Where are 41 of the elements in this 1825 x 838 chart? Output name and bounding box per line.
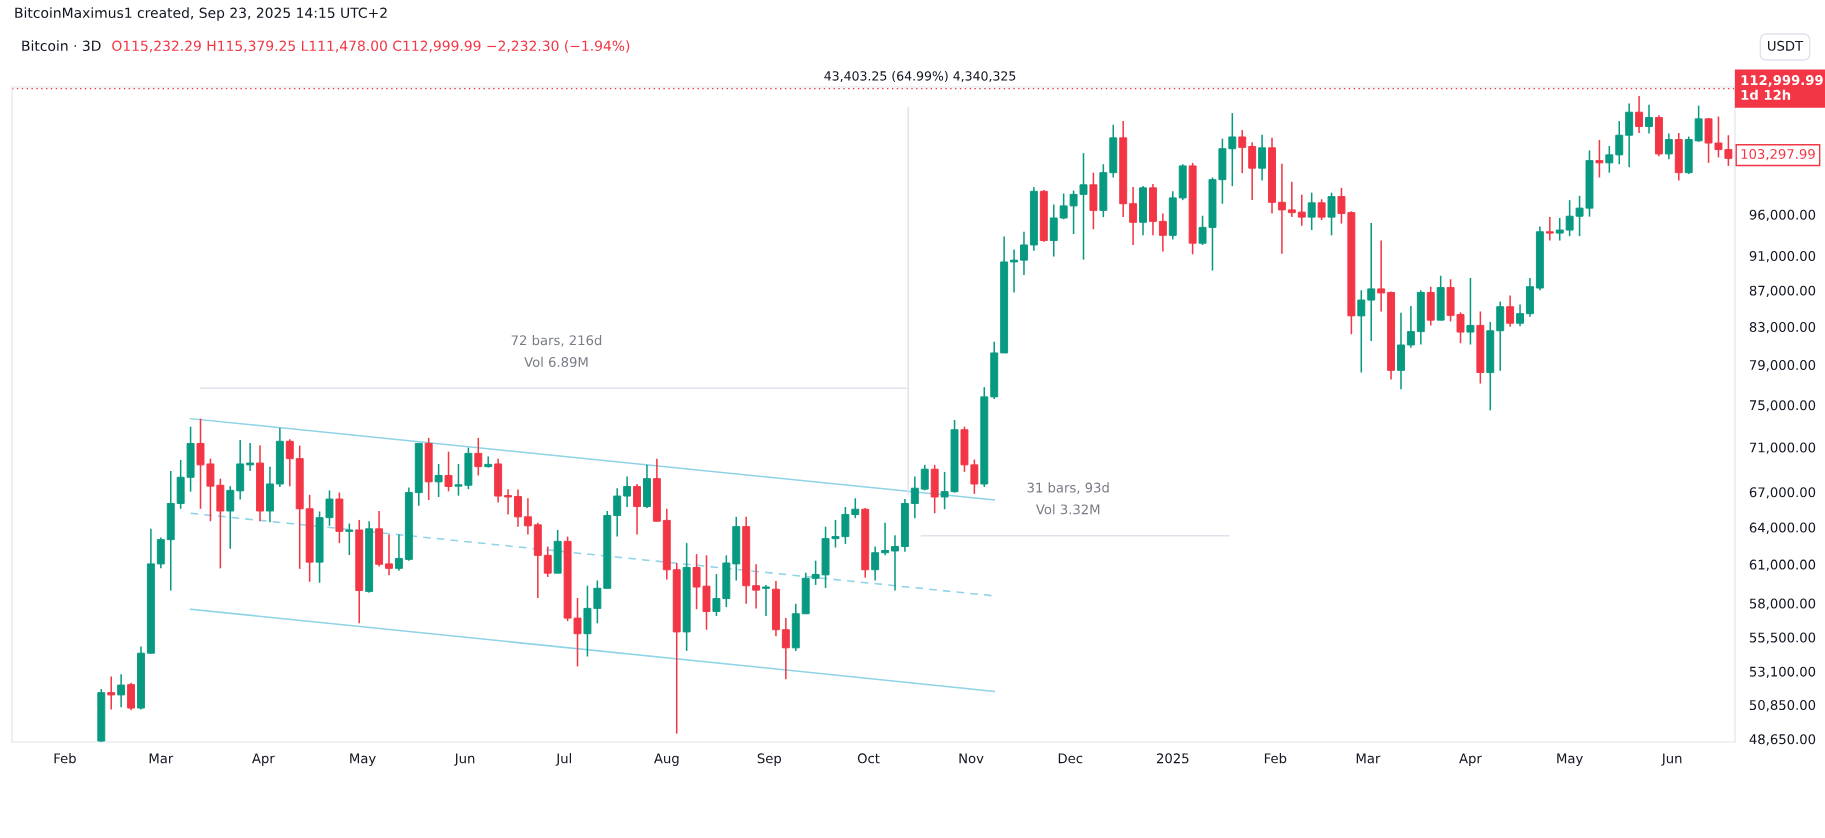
- x-tick-label: Feb: [54, 753, 76, 764]
- annotation: 72 bars, 216d Vol 6.89M: [511, 334, 602, 367]
- x-tick-label: May: [1557, 753, 1583, 766]
- x-tick-label: May: [350, 753, 376, 766]
- x-tick-label: 2025: [1156, 753, 1189, 764]
- y-tick-label: 79,000.00: [1749, 360, 1816, 372]
- x-tick-label: Aug: [654, 753, 679, 766]
- x-tick-label: Jul: [555, 753, 572, 766]
- y-tick-label: 55,500.00: [1749, 632, 1816, 644]
- y-tick-label: 83,000.00: [1749, 321, 1816, 334]
- x-tick-label: Nov: [959, 753, 984, 764]
- y-tick-label: 91,000.00: [1749, 250, 1816, 263]
- x-tick-label: Oct: [857, 753, 880, 764]
- y-tick-label: 64,000.00: [1749, 522, 1816, 534]
- y-tick-label: 96,000.00: [1749, 209, 1816, 221]
- y-axis-title: USDT: [1768, 40, 1804, 51]
- x-tick-label: Apr: [252, 753, 275, 766]
- chart-subtitle: O115,232.29 H115,379.25 L111,478.00 C112,999.99 −2,232.30 (−1.94%): [112, 40, 630, 53]
- y-tick-label: 71,000.00: [1749, 442, 1816, 454]
- y-tick-label: 61,000.00: [1749, 559, 1816, 571]
- ref-line-label: 112,999.99 1d 12h: [1741, 75, 1823, 100]
- text: 103,297.99: [1741, 148, 1815, 161]
- y-tick-label: 58,000.00: [1749, 598, 1816, 610]
- x-tick-label: Feb: [1264, 753, 1287, 764]
- x-tick-label: Apr: [1459, 753, 1482, 766]
- x-tick-label: Mar: [149, 753, 174, 764]
- y-tick-label: 87,000.00: [1749, 285, 1816, 297]
- annotation: 31 bars, 93d Vol 3.32M: [1027, 482, 1109, 515]
- y-tick-label: 50,850.00: [1749, 700, 1816, 712]
- y-tick-label: 53,100.00: [1749, 666, 1816, 678]
- text: 43,403.25 (64.99%) 4,340,325: [824, 70, 1016, 83]
- y-tick-label: 48,650.00: [1749, 734, 1816, 746]
- x-tick-label: Sep: [757, 753, 782, 766]
- y-tick-label: 75,000.00: [1749, 400, 1816, 412]
- x-tick-label: Dec: [1058, 753, 1083, 764]
- text: BitcoinMaximus1 created, Sep 23, 2025 14:15 UTC+2: [15, 7, 387, 21]
- x-tick-label: Mar: [1356, 753, 1381, 764]
- x-tick-label: Jun: [1661, 753, 1682, 766]
- chart-title: Bitcoin · 3D: [22, 40, 101, 52]
- x-tick-label: Jun: [454, 753, 475, 766]
- y-tick-label: 67,000.00: [1749, 487, 1816, 499]
